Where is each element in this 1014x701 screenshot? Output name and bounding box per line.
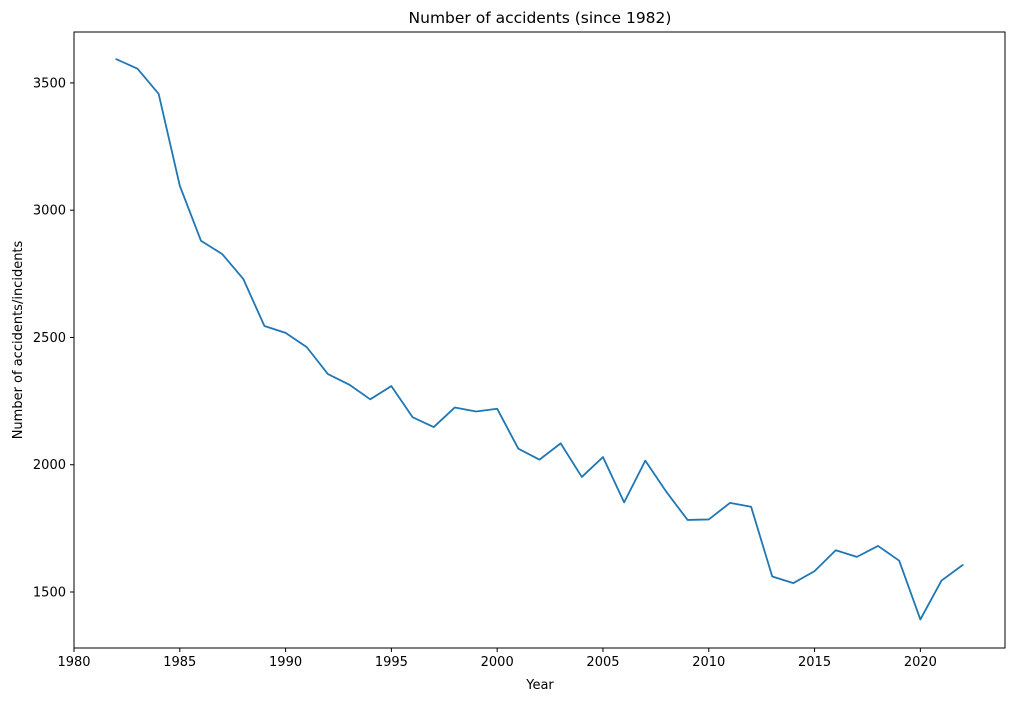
x-tick-label: 2000 [481,655,514,670]
x-tick-label: 2020 [904,655,937,670]
chart-title: Number of accidents (since 1982) [409,9,672,27]
y-tick-label: 3000 [33,204,66,219]
plot-frame [73,31,1006,649]
y-axis-label: Number of accidents/incidents [11,240,26,439]
x-tick-label: 1985 [163,655,196,670]
x-tick-label: 2005 [586,655,619,670]
x-axis-label: Year [525,678,554,693]
x-tick-label: 2015 [798,655,831,670]
y-tick-label: 1500 [33,586,66,601]
data-line [115,58,964,621]
x-axis: 1980 1985 1990 1995 2000 2005 2010 2015 2020 [57,648,937,670]
x-tick-label: 2010 [692,655,725,670]
y-axis: 1500 2000 2500 3000 3500 [33,76,74,601]
plot-area [74,32,1005,648]
x-tick-label: 1990 [269,655,302,670]
x-tick-label: 1980 [57,655,90,670]
y-tick-label: 3500 [33,76,66,91]
y-tick-label: 2500 [33,331,66,346]
y-tick-label: 2000 [33,458,66,473]
x-tick-label: 1995 [375,655,408,670]
